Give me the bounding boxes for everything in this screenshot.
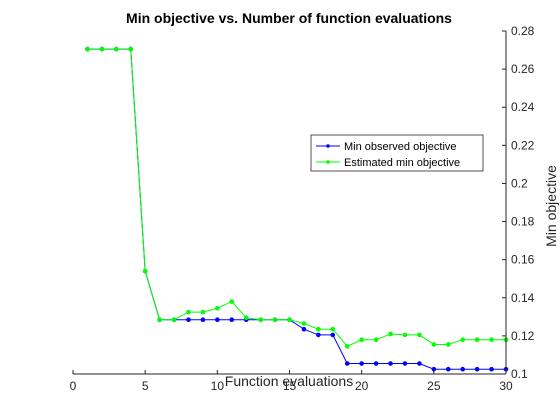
data-point	[157, 317, 162, 322]
data-point	[431, 342, 437, 347]
data-point	[85, 46, 90, 52]
x-axis: 0 5 10 15 20 25 30	[70, 370, 513, 393]
legend-box	[310, 134, 484, 172]
data-point	[114, 46, 119, 52]
x-tick-label: 10	[211, 379, 225, 393]
y-axis: 0.1 0.12 0.14 0.16 0.18 0.2 0.22 0.24 0.26 0.28	[502, 24, 535, 381]
data-point	[272, 317, 278, 322]
y-tick-label: 0.24	[511, 100, 535, 114]
data-point	[417, 361, 422, 366]
legend: Min observed objective Estimated min obje…	[310, 134, 484, 172]
data-point	[258, 317, 263, 322]
data-point	[186, 309, 191, 315]
data-point	[474, 337, 480, 343]
y-tick-label: 0.12	[511, 329, 535, 343]
data-point	[402, 361, 408, 366]
data-point	[474, 366, 480, 372]
series-line-1	[87, 48, 506, 347]
data-point	[215, 317, 220, 322]
data-point	[344, 361, 350, 366]
data-point	[142, 268, 148, 274]
data-point	[186, 317, 191, 322]
x-tick-label: 20	[355, 379, 369, 393]
data-point	[316, 326, 321, 332]
y-tick-label: 0.26	[511, 62, 535, 76]
data-point	[373, 361, 379, 366]
y-axis-label: Min objective	[543, 165, 559, 247]
y-tick-label: 0.16	[511, 253, 535, 267]
data-point	[388, 331, 393, 337]
data-point	[229, 299, 235, 304]
y-tick-label: 0.28	[511, 24, 535, 38]
y-tick-label: 0.1	[511, 367, 528, 381]
chart-title: Min objective vs. Number of function eva…	[126, 10, 452, 26]
data-point	[489, 337, 494, 343]
data-point	[243, 315, 249, 321]
legend-label: Min observed objective	[344, 141, 457, 153]
y-tick-label: 0.22	[511, 138, 535, 152]
y-tick-label: 0.14	[511, 291, 535, 305]
data-point	[229, 317, 235, 322]
x-tick-label: 0	[70, 379, 77, 393]
data-point	[388, 361, 393, 366]
data-point	[128, 46, 134, 52]
x-tick-label: 15	[283, 379, 297, 393]
y-tick-label: 0.2	[511, 176, 528, 190]
data-point	[402, 332, 408, 338]
data-point	[301, 326, 307, 332]
data-point	[359, 337, 364, 343]
data-point	[460, 337, 466, 343]
data-point	[171, 317, 177, 322]
data-point	[301, 321, 307, 326]
x-tick-label: 5	[142, 379, 149, 393]
data-point	[330, 326, 336, 332]
data-point	[200, 309, 206, 315]
legend-swatch-marker	[326, 160, 330, 164]
data-point	[460, 366, 466, 372]
data-point	[445, 342, 451, 347]
plot-area	[73, 31, 506, 374]
data-point	[445, 366, 451, 372]
x-tick-label: 25	[427, 379, 441, 393]
data-point	[489, 366, 494, 372]
x-tick-label: 30	[499, 379, 513, 393]
y-tick-label: 0.18	[511, 215, 535, 229]
legend-label: Estimated min objective	[344, 157, 460, 169]
series-layer	[85, 46, 509, 372]
data-point	[330, 332, 336, 338]
x-axis-label: Function evaluations	[225, 373, 353, 389]
data-point	[316, 332, 321, 338]
plot-background	[73, 31, 506, 374]
data-point	[359, 361, 364, 366]
data-point	[287, 317, 292, 322]
legend-swatch-marker	[326, 144, 330, 148]
data-point	[373, 337, 379, 343]
data-point	[99, 46, 105, 52]
data-point	[200, 317, 206, 322]
data-point	[215, 305, 220, 311]
data-point	[417, 332, 422, 338]
data-point	[344, 344, 350, 349]
